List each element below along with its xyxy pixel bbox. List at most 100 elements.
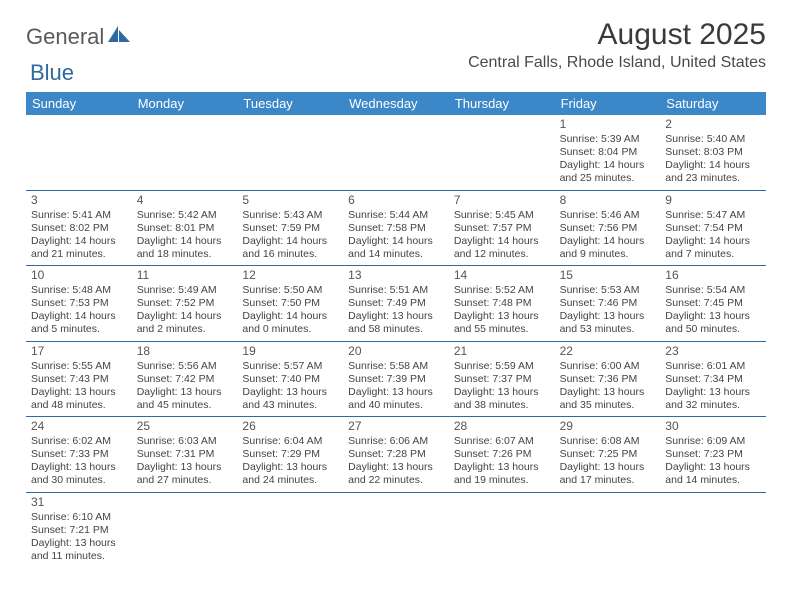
- sunset-text: Sunset: 7:26 PM: [454, 448, 550, 461]
- daylight-text: Daylight: 13 hours: [665, 386, 761, 399]
- day-cell: 14Sunrise: 5:52 AMSunset: 7:48 PMDayligh…: [449, 266, 555, 341]
- day-cell: 12Sunrise: 5:50 AMSunset: 7:50 PMDayligh…: [237, 266, 343, 341]
- sunrise-text: Sunrise: 5:41 AM: [31, 209, 127, 222]
- day-header: Wednesday: [343, 92, 449, 115]
- sunset-text: Sunset: 7:48 PM: [454, 297, 550, 310]
- day-number: 7: [454, 193, 550, 208]
- day-cell: 9Sunrise: 5:47 AMSunset: 7:54 PMDaylight…: [660, 191, 766, 266]
- sunrise-text: Sunrise: 5:57 AM: [242, 360, 338, 373]
- daylight-text: Daylight: 13 hours: [348, 310, 444, 323]
- day-number: 20: [348, 344, 444, 359]
- day-number: 27: [348, 419, 444, 434]
- empty-cell: [449, 115, 555, 190]
- sunset-text: Sunset: 7:25 PM: [560, 448, 656, 461]
- location: Central Falls, Rhode Island, United Stat…: [468, 54, 766, 72]
- day-cell: 31Sunrise: 6:10 AMSunset: 7:21 PMDayligh…: [26, 493, 132, 568]
- day-number: 14: [454, 268, 550, 283]
- daylight-text: Daylight: 13 hours: [560, 461, 656, 474]
- sunset-text: Sunset: 7:40 PM: [242, 373, 338, 386]
- empty-cell: [132, 115, 238, 190]
- day-cell: 23Sunrise: 6:01 AMSunset: 7:34 PMDayligh…: [660, 342, 766, 417]
- day-cell: 17Sunrise: 5:55 AMSunset: 7:43 PMDayligh…: [26, 342, 132, 417]
- daylight-text: Daylight: 14 hours: [137, 235, 233, 248]
- day-cell: 16Sunrise: 5:54 AMSunset: 7:45 PMDayligh…: [660, 266, 766, 341]
- daylight-text: and 5 minutes.: [31, 323, 127, 336]
- sunset-text: Sunset: 7:56 PM: [560, 222, 656, 235]
- week-row: 3Sunrise: 5:41 AMSunset: 8:02 PMDaylight…: [26, 191, 766, 267]
- empty-cell: [660, 493, 766, 568]
- sunset-text: Sunset: 7:50 PM: [242, 297, 338, 310]
- day-cell: 20Sunrise: 5:58 AMSunset: 7:39 PMDayligh…: [343, 342, 449, 417]
- sunrise-text: Sunrise: 6:08 AM: [560, 435, 656, 448]
- daylight-text: and 14 minutes.: [665, 474, 761, 487]
- daylight-text: Daylight: 13 hours: [31, 537, 127, 550]
- daylight-text: and 27 minutes.: [137, 474, 233, 487]
- empty-cell: [132, 493, 238, 568]
- day-number: 15: [560, 268, 656, 283]
- daylight-text: and 17 minutes.: [560, 474, 656, 487]
- day-header: Friday: [555, 92, 661, 115]
- day-number: 30: [665, 419, 761, 434]
- daylight-text: and 25 minutes.: [560, 172, 656, 185]
- sunset-text: Sunset: 8:01 PM: [137, 222, 233, 235]
- daylight-text: Daylight: 14 hours: [348, 235, 444, 248]
- daylight-text: Daylight: 13 hours: [242, 386, 338, 399]
- daylight-text: and 43 minutes.: [242, 399, 338, 412]
- sunrise-text: Sunrise: 5:55 AM: [31, 360, 127, 373]
- sunrise-text: Sunrise: 5:58 AM: [348, 360, 444, 373]
- empty-cell: [555, 493, 661, 568]
- sunrise-text: Sunrise: 5:49 AM: [137, 284, 233, 297]
- day-number: 8: [560, 193, 656, 208]
- empty-cell: [26, 115, 132, 190]
- daylight-text: and 53 minutes.: [560, 323, 656, 336]
- daylight-text: Daylight: 14 hours: [665, 235, 761, 248]
- empty-cell: [237, 115, 343, 190]
- daylight-text: Daylight: 13 hours: [137, 386, 233, 399]
- sunset-text: Sunset: 7:58 PM: [348, 222, 444, 235]
- daylight-text: and 38 minutes.: [454, 399, 550, 412]
- daylight-text: Daylight: 14 hours: [137, 310, 233, 323]
- day-cell: 1Sunrise: 5:39 AMSunset: 8:04 PMDaylight…: [555, 115, 661, 190]
- sunrise-text: Sunrise: 6:10 AM: [31, 511, 127, 524]
- day-number: 4: [137, 193, 233, 208]
- day-header: Monday: [132, 92, 238, 115]
- day-cell: 18Sunrise: 5:56 AMSunset: 7:42 PMDayligh…: [132, 342, 238, 417]
- logo-word1: General: [26, 24, 104, 50]
- sunrise-text: Sunrise: 5:51 AM: [348, 284, 444, 297]
- sunrise-text: Sunrise: 5:47 AM: [665, 209, 761, 222]
- sunset-text: Sunset: 7:43 PM: [31, 373, 127, 386]
- sunrise-text: Sunrise: 5:42 AM: [137, 209, 233, 222]
- day-cell: 15Sunrise: 5:53 AMSunset: 7:46 PMDayligh…: [555, 266, 661, 341]
- day-cell: 11Sunrise: 5:49 AMSunset: 7:52 PMDayligh…: [132, 266, 238, 341]
- day-header: Tuesday: [237, 92, 343, 115]
- sunset-text: Sunset: 7:29 PM: [242, 448, 338, 461]
- day-cell: 5Sunrise: 5:43 AMSunset: 7:59 PMDaylight…: [237, 191, 343, 266]
- empty-cell: [343, 115, 449, 190]
- sunrise-text: Sunrise: 5:46 AM: [560, 209, 656, 222]
- day-number: 6: [348, 193, 444, 208]
- daylight-text: and 9 minutes.: [560, 248, 656, 261]
- day-cell: 24Sunrise: 6:02 AMSunset: 7:33 PMDayligh…: [26, 417, 132, 492]
- day-cell: 25Sunrise: 6:03 AMSunset: 7:31 PMDayligh…: [132, 417, 238, 492]
- sunset-text: Sunset: 7:23 PM: [665, 448, 761, 461]
- daylight-text: Daylight: 13 hours: [31, 461, 127, 474]
- sunrise-text: Sunrise: 5:56 AM: [137, 360, 233, 373]
- sunrise-text: Sunrise: 5:48 AM: [31, 284, 127, 297]
- calendar: Sunday Monday Tuesday Wednesday Thursday…: [26, 92, 766, 567]
- day-header: Saturday: [660, 92, 766, 115]
- sunset-text: Sunset: 8:03 PM: [665, 146, 761, 159]
- week-row: 10Sunrise: 5:48 AMSunset: 7:53 PMDayligh…: [26, 266, 766, 342]
- daylight-text: Daylight: 13 hours: [454, 461, 550, 474]
- daylight-text: Daylight: 13 hours: [454, 386, 550, 399]
- daylight-text: and 2 minutes.: [137, 323, 233, 336]
- daylight-text: Daylight: 13 hours: [242, 461, 338, 474]
- daylight-text: and 45 minutes.: [137, 399, 233, 412]
- empty-cell: [237, 493, 343, 568]
- sunrise-text: Sunrise: 5:59 AM: [454, 360, 550, 373]
- sunrise-text: Sunrise: 6:04 AM: [242, 435, 338, 448]
- daylight-text: Daylight: 14 hours: [31, 310, 127, 323]
- day-number: 28: [454, 419, 550, 434]
- daylight-text: and 21 minutes.: [31, 248, 127, 261]
- daylight-text: and 40 minutes.: [348, 399, 444, 412]
- sunset-text: Sunset: 7:45 PM: [665, 297, 761, 310]
